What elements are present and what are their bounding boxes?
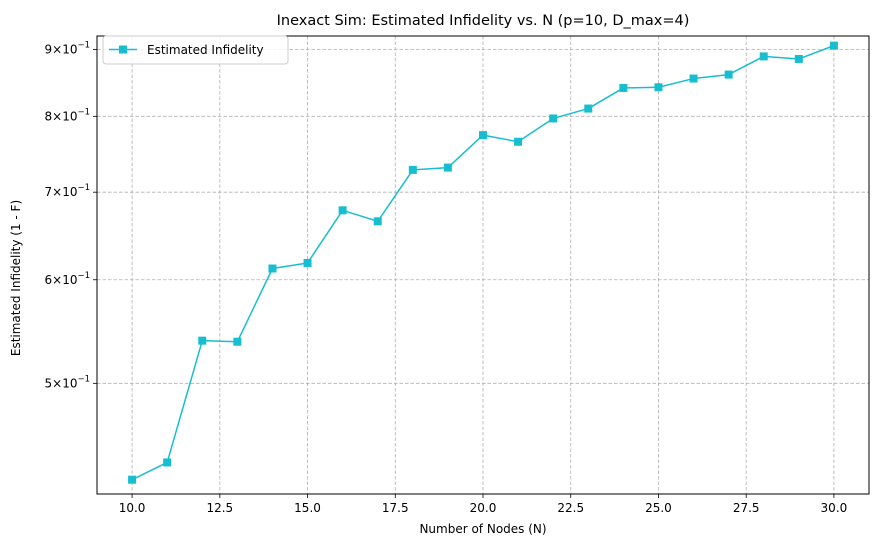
series-layer [128, 41, 838, 484]
data-point-marker [233, 337, 242, 346]
data-point-marker [584, 104, 593, 113]
x-tick-label: 12.5 [206, 501, 233, 515]
y-axis-ticks: 5×10−1 6×10−1 7×10−1 8×10−1 9×10−1 [45, 40, 97, 390]
data-point-marker [759, 52, 768, 61]
data-point-marker [163, 458, 172, 467]
data-point-marker [303, 258, 312, 267]
y-tick-label: 8×10−1 [45, 107, 91, 123]
x-tick-label: 20.0 [470, 501, 497, 515]
data-point-marker [408, 165, 417, 174]
data-point-marker [373, 217, 382, 226]
data-point-marker [689, 74, 698, 83]
x-tick-label: 30.0 [821, 501, 848, 515]
x-tick-label: 10.0 [119, 501, 146, 515]
x-tick-label: 15.0 [294, 501, 321, 515]
x-tick-label: 22.5 [557, 501, 584, 515]
legend: Estimated Infidelity [102, 35, 289, 65]
data-point-marker [514, 137, 523, 146]
data-point-marker [198, 336, 207, 345]
x-tick-label: 17.5 [382, 501, 409, 515]
data-point-marker [724, 70, 733, 79]
data-point-marker [549, 114, 558, 123]
legend-series-marker [119, 45, 127, 54]
y-tick-label: 6×10−1 [45, 271, 91, 287]
data-point-marker [829, 41, 838, 50]
data-point-marker [443, 163, 452, 172]
data-point-marker [479, 131, 487, 140]
x-axis-label: Number of Nodes (N) [419, 522, 546, 536]
data-point-marker [338, 206, 347, 215]
y-tick-label: 5×10−1 [45, 374, 91, 390]
data-point-marker [619, 83, 628, 92]
x-tick-label: 25.0 [645, 501, 672, 515]
legend-box [102, 35, 289, 65]
y-axis-label: Estimated Infidelity (1 - F) [9, 200, 23, 356]
x-tick-label: 27.5 [733, 501, 760, 515]
y-tick-label: 7×10−1 [45, 183, 91, 199]
legend-series-label: Estimated Infidelity [147, 43, 264, 57]
chart-title: Inexact Sim: Estimated Infidelity vs. N … [277, 13, 690, 29]
x-axis-ticks: 10.0 12.5 15.0 17.5 20.0 22.5 25.0 27.5 30.0 [119, 494, 848, 515]
data-point-marker [794, 54, 803, 63]
data-point-marker [654, 83, 663, 92]
data-point-marker [268, 264, 277, 273]
data-point-marker [128, 475, 137, 484]
y-tick-label: 9×10−1 [45, 40, 91, 56]
